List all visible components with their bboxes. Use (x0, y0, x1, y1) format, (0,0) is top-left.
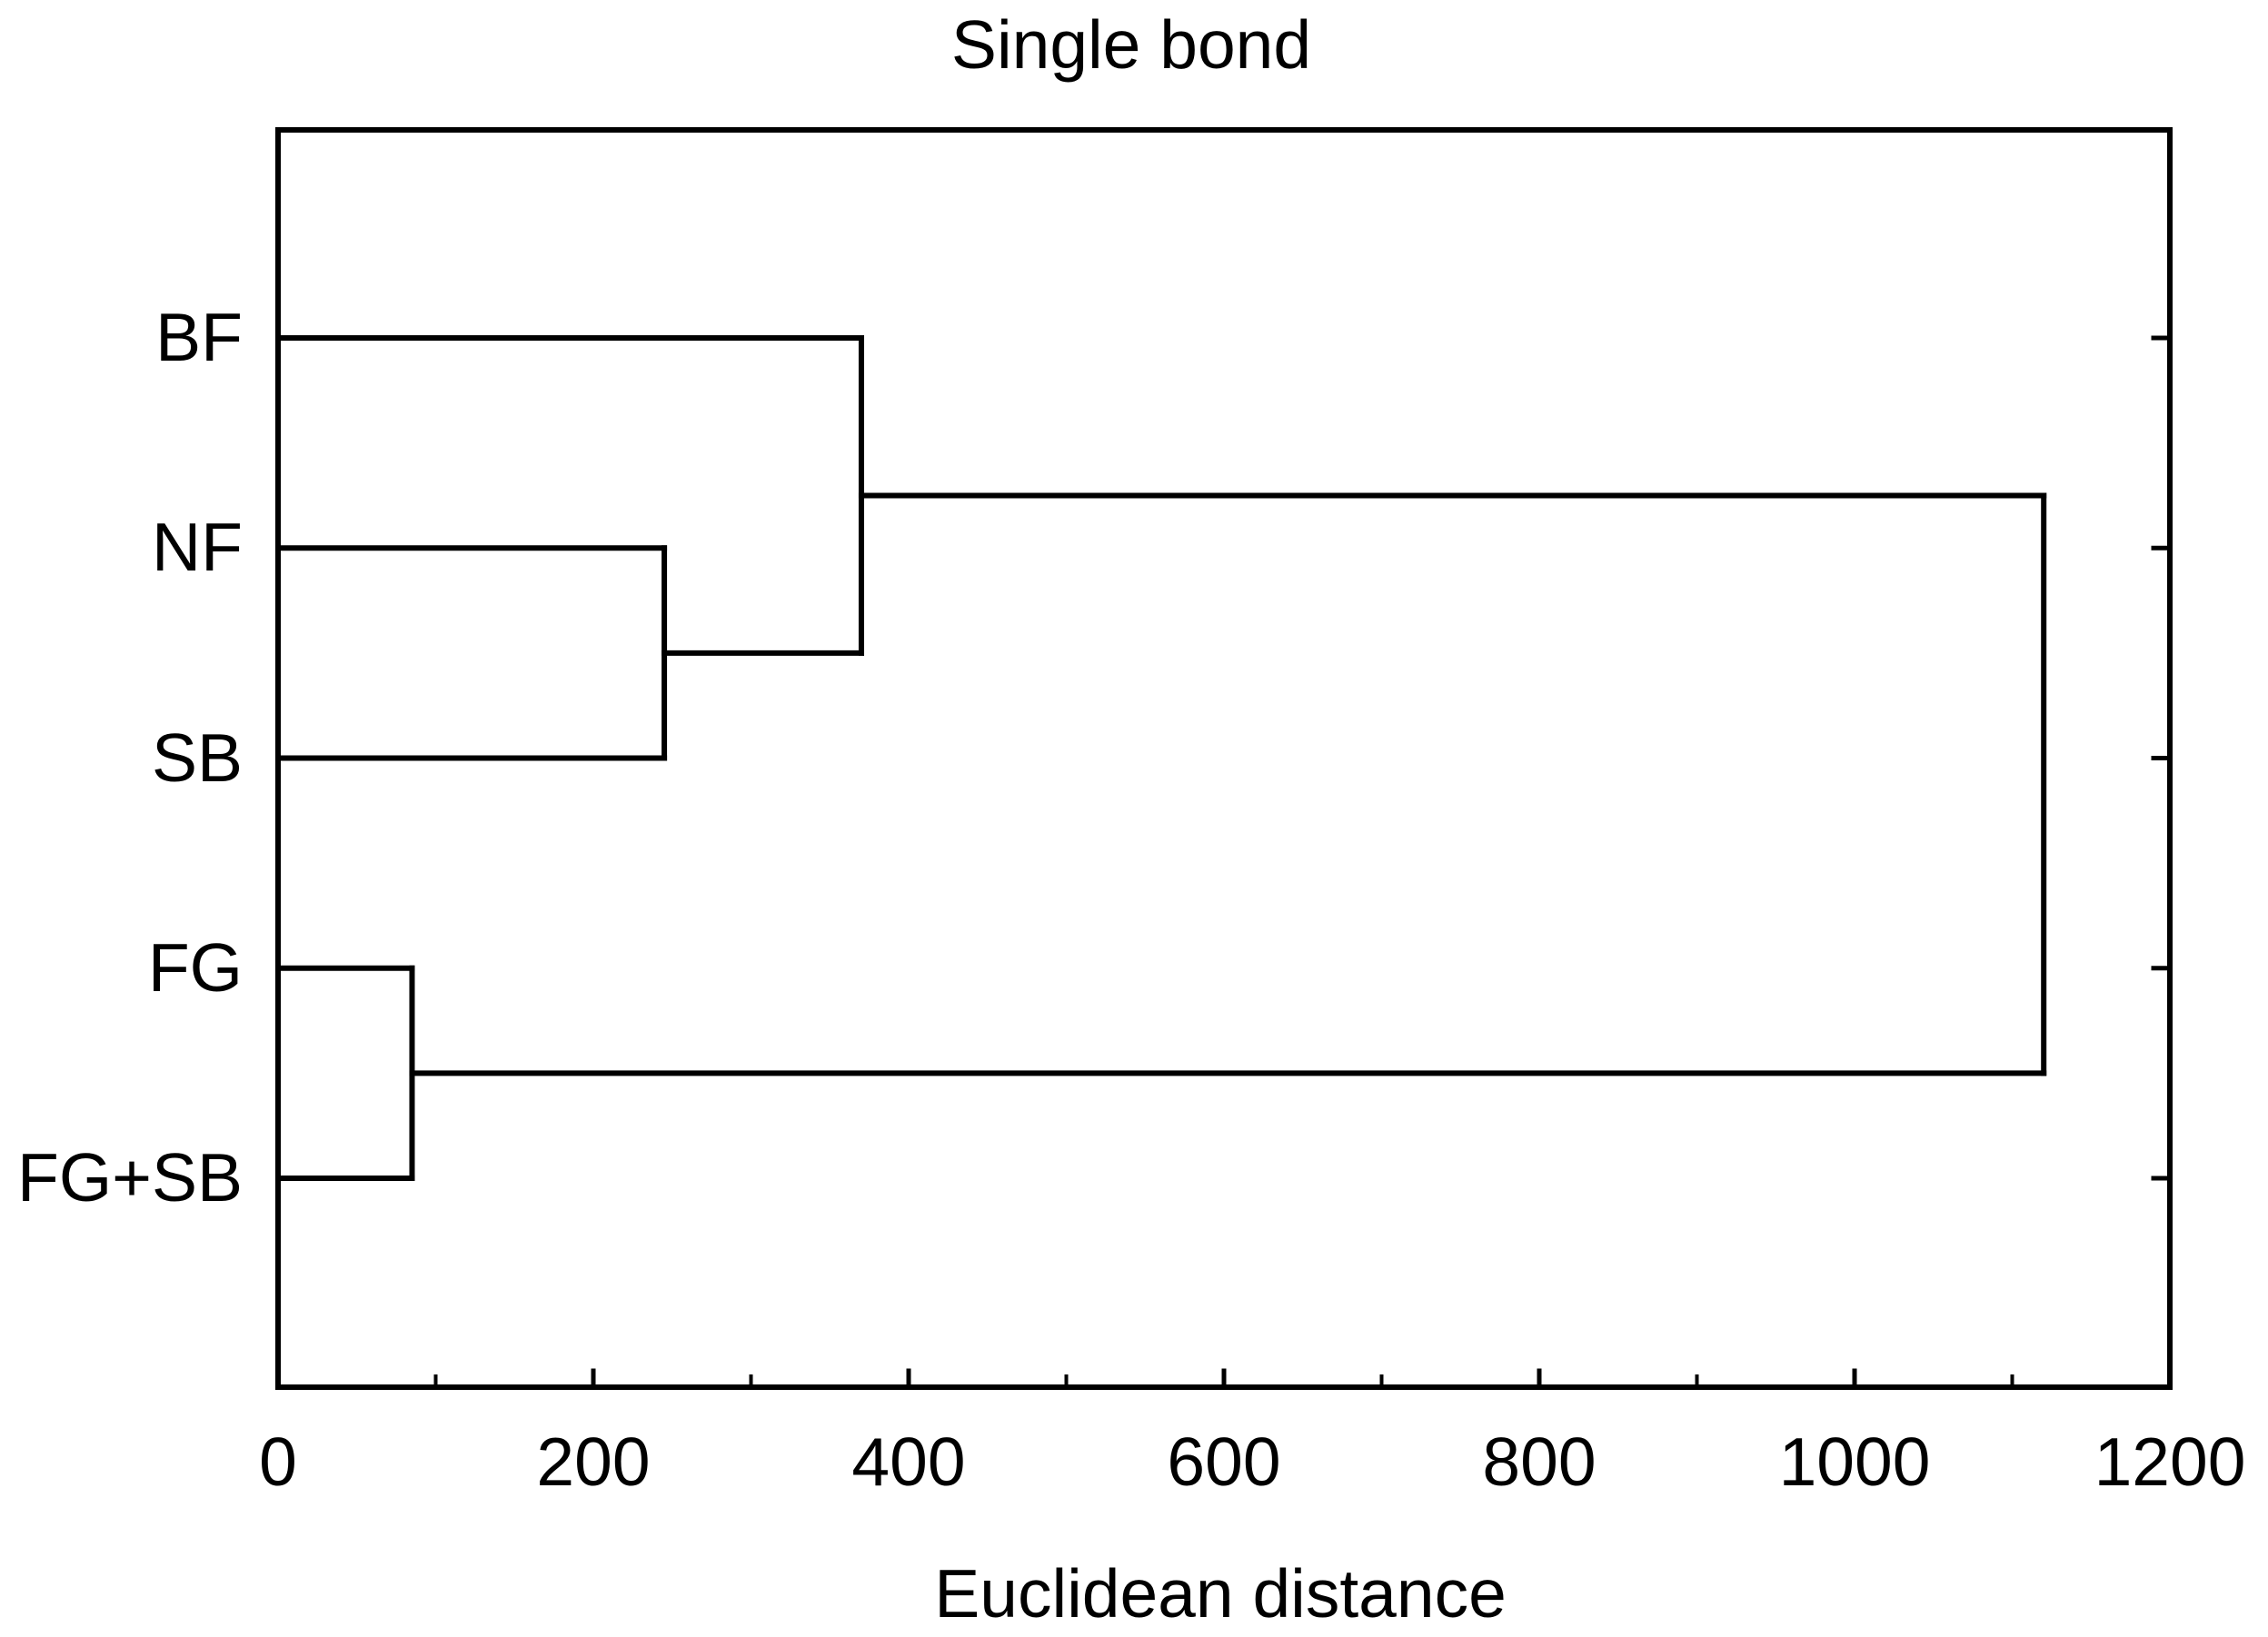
x-tick-label-800: 800 (1482, 1424, 1597, 1500)
chart-title: Single bond (950, 6, 1312, 83)
x-tick-label-400: 400 (851, 1424, 966, 1500)
leaf-label-SB: SB (151, 719, 243, 796)
leaf-label-NF: NF (152, 509, 243, 586)
x-axis-title: Euclidean distance (934, 1555, 1507, 1632)
x-tick-label-200: 200 (536, 1424, 651, 1500)
leaf-label-FG: FG (147, 928, 243, 1006)
leaf-label-BF: BF (155, 299, 243, 375)
x-tick-label-1200: 1200 (2094, 1424, 2246, 1500)
x-tick-label-0: 0 (259, 1424, 297, 1500)
x-tick-label-600: 600 (1167, 1424, 1281, 1500)
leaf-label-FG+SB: FG+SB (17, 1139, 243, 1215)
x-tick-label-1000: 1000 (1778, 1424, 1931, 1500)
